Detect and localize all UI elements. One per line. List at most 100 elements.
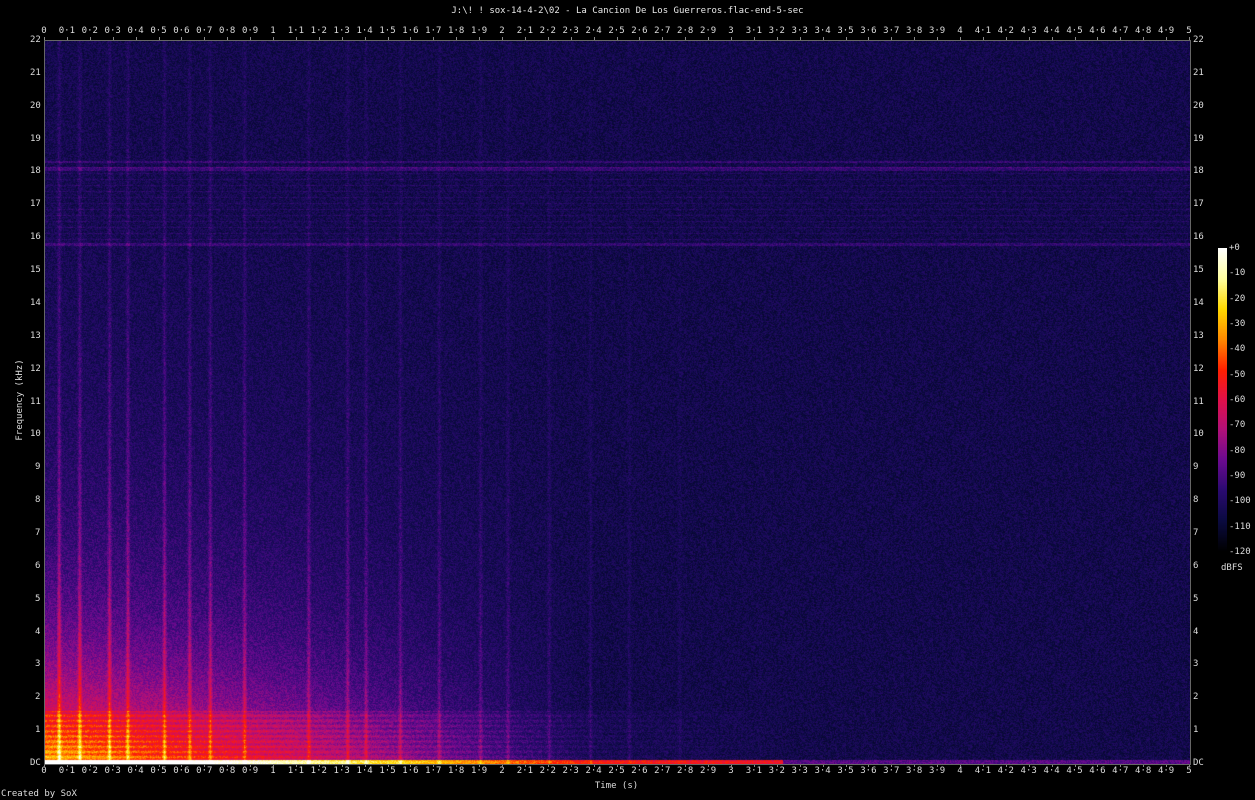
x-tick-mark [479, 37, 481, 40]
x-tick-mark [731, 37, 732, 40]
x-tick-label-bottom: 3·8 [906, 766, 923, 776]
x-tick-mark [318, 37, 320, 40]
x-tick-mark [1074, 37, 1076, 40]
x-tick-label-bottom: 5 [1186, 766, 1192, 776]
x-tick-mark [776, 764, 778, 767]
x-tick-mark [158, 764, 160, 767]
x-tick-mark [44, 764, 45, 767]
x-tick-label-top: 1·1 [287, 26, 305, 36]
x-tick-label-bottom: 1·2 [310, 766, 327, 776]
x-tick-mark [616, 764, 618, 767]
x-tick-mark [112, 37, 114, 40]
y-tick-label-left: 8 [35, 495, 41, 506]
x-tick-label-bottom: 0·1 [58, 766, 76, 776]
x-tick-mark [341, 37, 343, 40]
x-tick-mark [937, 37, 939, 40]
x-tick-label-bottom: 0·7 [196, 766, 213, 776]
x-tick-label-top: 4·2 [997, 26, 1014, 36]
x-tick-label-bottom: 1·8 [448, 766, 465, 776]
x-tick-mark [44, 37, 45, 40]
x-tick-label-top: 1·7 [425, 26, 442, 36]
x-tick-mark [135, 764, 137, 767]
x-tick-mark [524, 37, 526, 40]
x-tick-label-bottom: 1·3 [333, 766, 350, 776]
x-tick-mark [753, 764, 755, 767]
y-tick-label-left: 5 [35, 593, 41, 604]
x-tick-label-bottom: 4·8 [1135, 766, 1152, 776]
x-tick-mark [433, 764, 435, 767]
spectrogram-heatmap [45, 41, 1190, 764]
x-tick-mark [387, 37, 389, 40]
x-tick-label-top: 2·7 [654, 26, 671, 36]
x-tick-mark [1166, 764, 1168, 767]
x-tick-label-top: 3·2 [768, 26, 785, 36]
x-tick-mark [616, 37, 618, 40]
colorbar-unit: dBFS [1221, 563, 1243, 573]
x-tick-mark [547, 764, 549, 767]
x-tick-mark [456, 764, 458, 767]
colorbar-tick-label: -120 [1229, 547, 1251, 557]
x-tick-label-bottom: 0·5 [150, 766, 167, 776]
x-tick-label-top: 1·3 [333, 26, 350, 36]
x-tick-label-bottom: 2·3 [562, 766, 579, 776]
colorbar-tick-label: -10 [1229, 268, 1246, 279]
x-tick-mark [1120, 37, 1122, 40]
y-tick-label-left: 1 [35, 725, 41, 736]
y-tick-label-right: 19 [1193, 133, 1204, 144]
colorbar-tick-label: -60 [1229, 395, 1246, 405]
x-tick-label-top: 0·4 [127, 26, 144, 36]
x-tick-label-bottom: 3·5 [837, 766, 854, 776]
x-tick-mark [708, 37, 710, 40]
x-tick-mark [318, 764, 320, 767]
x-tick-mark [822, 37, 824, 40]
x-tick-label-bottom: 1·4 [356, 766, 373, 776]
x-tick-label-top: 3·7 [883, 26, 900, 36]
x-tick-label-bottom: 0 [41, 766, 47, 776]
x-tick-label-bottom: 4·5 [1066, 766, 1083, 776]
x-tick-label-top: 1 [270, 26, 276, 36]
x-tick-mark [799, 37, 801, 40]
x-tick-label-top: 4·9 [1157, 26, 1175, 36]
x-tick-label-top: 2·6 [631, 26, 648, 36]
x-tick-mark [433, 37, 435, 40]
y-tick-label-left: 6 [35, 560, 41, 571]
x-tick-mark [639, 37, 641, 40]
colorbar-tick-label: -50 [1229, 369, 1246, 380]
x-tick-label-bottom: 3·7 [883, 766, 900, 776]
x-tick-label-bottom: 4·3 [1020, 766, 1037, 776]
x-tick-label-top: 1·8 [448, 26, 465, 36]
x-tick-label-top: 5 [1186, 26, 1192, 36]
x-tick-label-bottom: 1 [270, 766, 276, 776]
y-tick-label-left: 18 [30, 166, 41, 177]
y-tick-label-left: 19 [30, 133, 41, 144]
x-tick-label-top: 4·7 [1112, 26, 1129, 36]
x-tick-label-top: 2·8 [677, 26, 694, 36]
x-tick-label-bottom: 3 [728, 766, 734, 776]
y-tick-label-right: 13 [1193, 330, 1204, 341]
y-tick-label-left: 22 [30, 35, 41, 45]
x-tick-mark [89, 764, 91, 767]
x-tick-mark [593, 37, 595, 40]
x-tick-label-bottom: 3·1 [745, 766, 763, 776]
x-tick-mark [387, 764, 389, 767]
colorbar-tick-label: +0 [1229, 243, 1240, 253]
x-tick-mark [914, 764, 916, 767]
x-tick-mark [547, 37, 549, 40]
colorbar-tick-label: -110 [1229, 521, 1251, 532]
x-tick-mark [1189, 37, 1190, 40]
x-tick-label-top: 4 [957, 26, 963, 36]
x-tick-label-bottom: 2·6 [631, 766, 648, 776]
x-tick-label-top: 3 [728, 26, 734, 36]
x-tick-mark [685, 37, 687, 40]
x-tick-mark [1143, 764, 1145, 767]
credit-text: Created by SoX [1, 789, 77, 799]
y-tick-label-right: 17 [1193, 199, 1204, 210]
y-tick-label-right: 14 [1193, 297, 1204, 308]
x-tick-mark [273, 764, 274, 767]
y-tick-label-right: 6 [1193, 560, 1199, 571]
x-tick-mark [364, 764, 366, 767]
x-tick-mark [982, 764, 984, 767]
x-tick-label-top: 1·6 [402, 26, 419, 36]
colorbar-tick-label: -40 [1229, 344, 1246, 355]
x-tick-mark [845, 764, 847, 767]
